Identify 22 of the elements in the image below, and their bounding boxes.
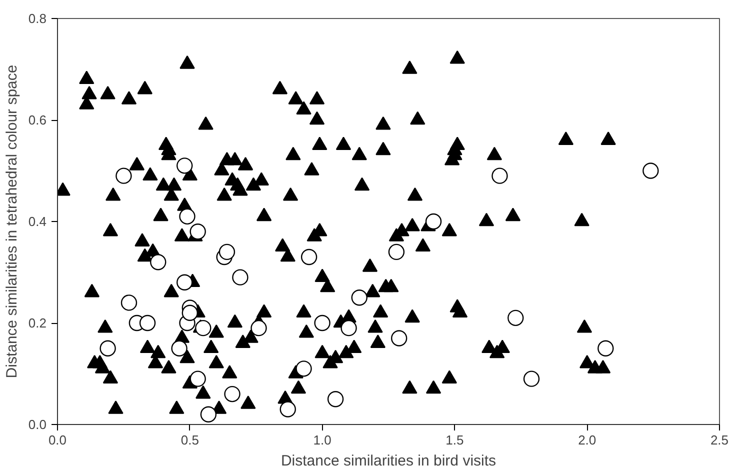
point [218, 244, 236, 260]
x-axis-title: Distance similarities in bird visits [280, 452, 496, 470]
point [340, 320, 357, 336]
y-tick-label: 0.6 [28, 112, 47, 128]
y-tick-label: 0.4 [28, 214, 47, 229]
y-tick-label: 0.0 [28, 417, 47, 432]
x-tick-label: 0.5 [180, 432, 199, 448]
point [182, 304, 198, 321]
x-tick-label: 1.5 [446, 432, 464, 448]
point [190, 224, 206, 240]
y-tick-label: 0.8 [28, 11, 47, 26]
point [139, 314, 156, 332]
point [176, 274, 193, 290]
x-tick-label: 2.5 [710, 432, 729, 448]
y-tick-label: 0.2 [28, 316, 47, 330]
point [425, 213, 442, 230]
y-axis-title: Distance similarities in tetrahedral colour space [3, 64, 20, 378]
x-tick-label: 0.0 [48, 432, 67, 448]
x-tick-label: 1.0 [313, 432, 332, 448]
point [195, 320, 212, 336]
x-tick-label: 2.0 [578, 432, 596, 448]
point [250, 320, 267, 336]
